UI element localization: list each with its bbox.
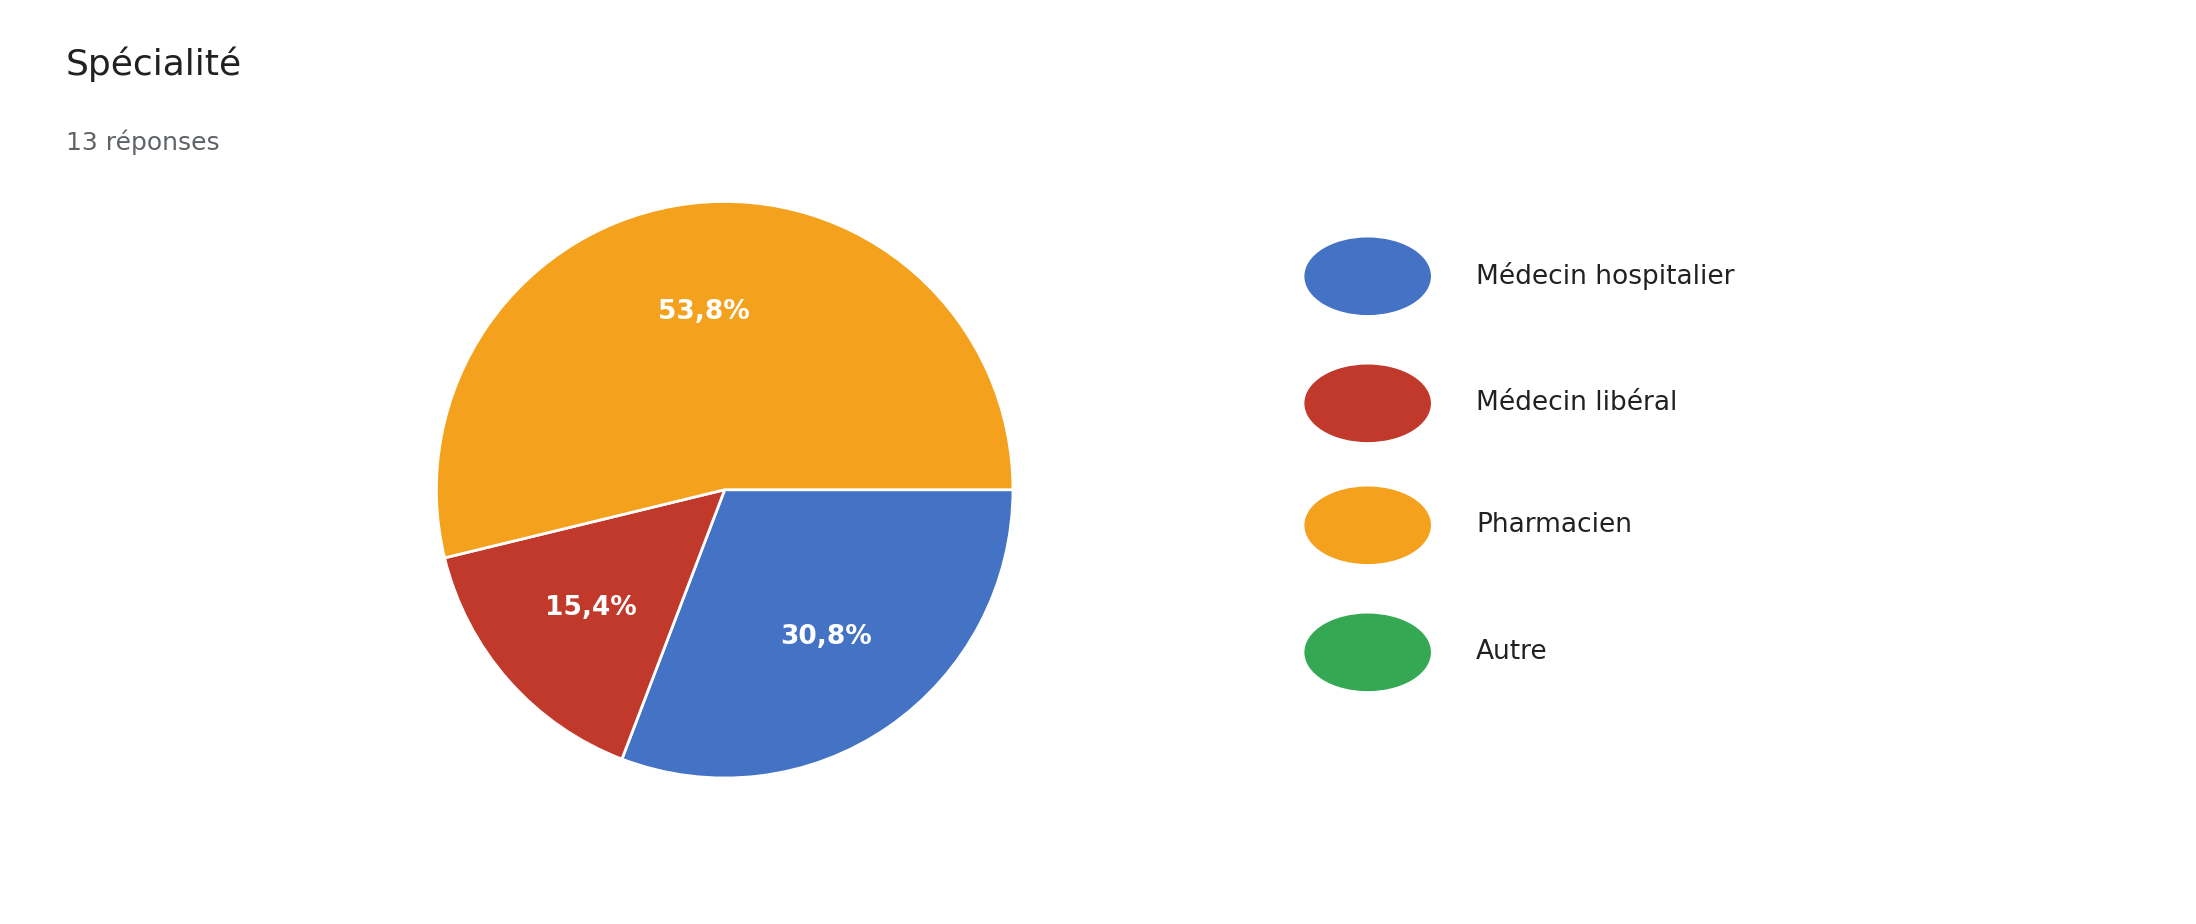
Circle shape: [1304, 238, 1430, 314]
Circle shape: [1304, 614, 1430, 690]
Text: Autre: Autre: [1476, 639, 1548, 665]
Text: 13 réponses: 13 réponses: [66, 129, 220, 155]
Text: Spécialité: Spécialité: [66, 46, 242, 81]
Circle shape: [1304, 487, 1430, 564]
Circle shape: [1304, 365, 1430, 442]
Text: 53,8%: 53,8%: [657, 299, 749, 325]
Wedge shape: [621, 490, 1012, 778]
Wedge shape: [444, 490, 725, 760]
Text: Médecin hospitalier: Médecin hospitalier: [1476, 262, 1735, 290]
Text: 15,4%: 15,4%: [545, 595, 637, 621]
Wedge shape: [437, 201, 1012, 558]
Text: Médecin libéral: Médecin libéral: [1476, 390, 1678, 417]
Text: 30,8%: 30,8%: [780, 624, 872, 650]
Text: Pharmacien: Pharmacien: [1476, 512, 1632, 539]
